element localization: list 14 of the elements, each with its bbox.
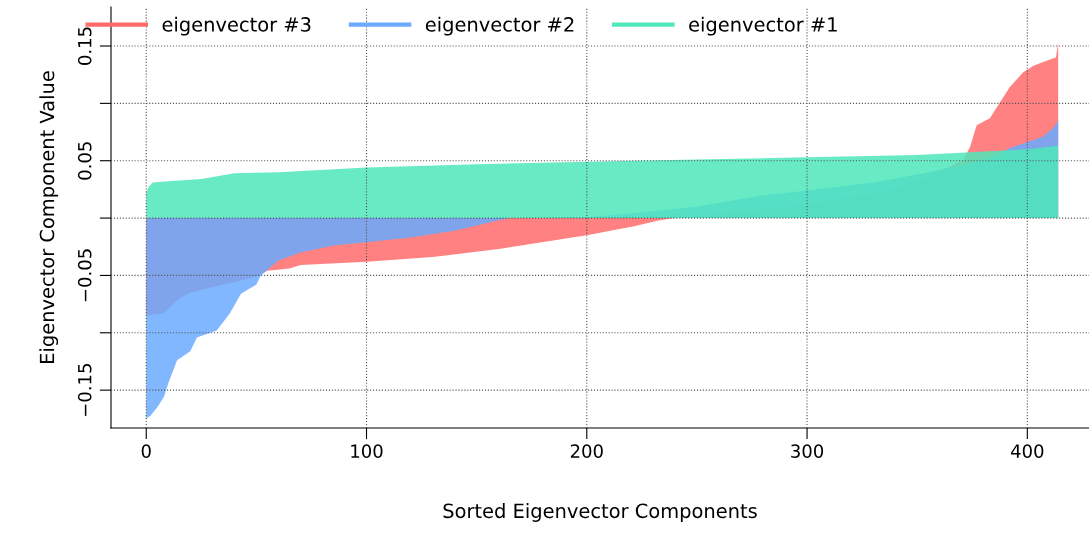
legend-label: eigenvector #1 <box>689 16 837 36</box>
x-tick-label: 200 <box>570 444 603 458</box>
y-tick-label: −0.15 <box>77 364 92 416</box>
x-axis-title: Sorted Eigenvector Components <box>443 503 757 522</box>
y-tick-label: −0.05 <box>77 249 92 302</box>
legend-label: eigenvector #2 <box>425 16 574 36</box>
x-tick-label: 300 <box>791 444 824 458</box>
y-tick-label: 0.05 <box>77 142 92 180</box>
y-tick-label: 0.15 <box>77 27 92 65</box>
x-tick-label: 100 <box>351 444 383 458</box>
y-axis-title: Eigenvector Component Value <box>39 71 59 363</box>
x-tick-label: 0 <box>141 444 151 458</box>
legend-label: eigenvector #3 <box>162 16 311 36</box>
x-tick-label: 400 <box>1010 444 1044 458</box>
